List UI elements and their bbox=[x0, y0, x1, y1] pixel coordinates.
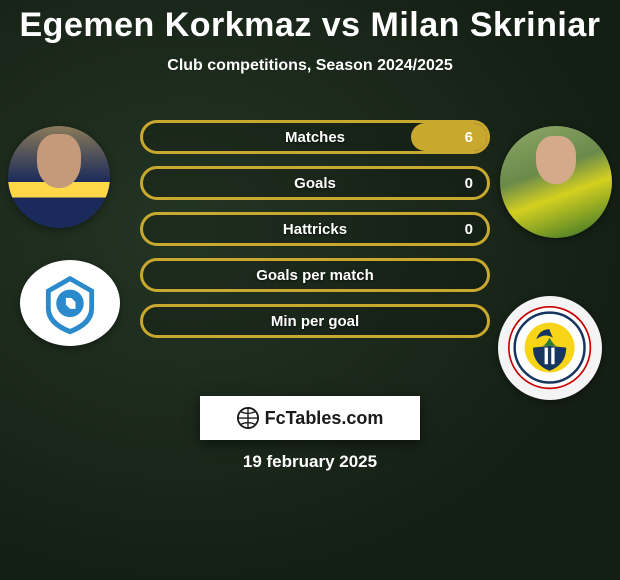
subtitle: Club competitions, Season 2024/2025 bbox=[0, 57, 620, 75]
stat-label: Min per goal bbox=[271, 313, 359, 330]
erzurumspor-icon bbox=[30, 269, 110, 338]
comparison-card: Egemen Korkmaz vs Milan Skriniar Club co… bbox=[0, 0, 620, 580]
club-badge-left bbox=[20, 260, 120, 346]
branding-label: FcTables.com bbox=[265, 408, 384, 429]
stat-label: Goals bbox=[294, 175, 336, 192]
stats-list: Matches 6 Goals 0 Hattricks 0 Goals per match M… bbox=[140, 120, 490, 350]
stat-label: Goals per match bbox=[256, 267, 374, 284]
stat-label: Matches bbox=[285, 129, 345, 146]
stat-bar: Min per goal bbox=[140, 304, 490, 338]
branding-badge: FcTables.com bbox=[200, 396, 420, 440]
date-label: 19 february 2025 bbox=[0, 452, 620, 472]
stat-bar: Goals 0 bbox=[140, 166, 490, 200]
fenerbahce-icon bbox=[508, 306, 591, 389]
player-photo-right bbox=[500, 126, 612, 238]
player-photo-left bbox=[8, 126, 110, 228]
stat-value-right: 0 bbox=[465, 221, 473, 238]
fctables-icon bbox=[237, 407, 259, 429]
stat-label: Hattricks bbox=[283, 221, 347, 238]
stat-bar: Hattricks 0 bbox=[140, 212, 490, 246]
stat-fill bbox=[411, 123, 487, 151]
page-title: Egemen Korkmaz vs Milan Skriniar bbox=[0, 0, 620, 45]
stat-value-right: 6 bbox=[465, 129, 473, 146]
club-badge-right bbox=[498, 296, 602, 400]
stat-value-right: 0 bbox=[465, 175, 473, 192]
stat-bar: Matches 6 bbox=[140, 120, 490, 154]
stat-bar: Goals per match bbox=[140, 258, 490, 292]
